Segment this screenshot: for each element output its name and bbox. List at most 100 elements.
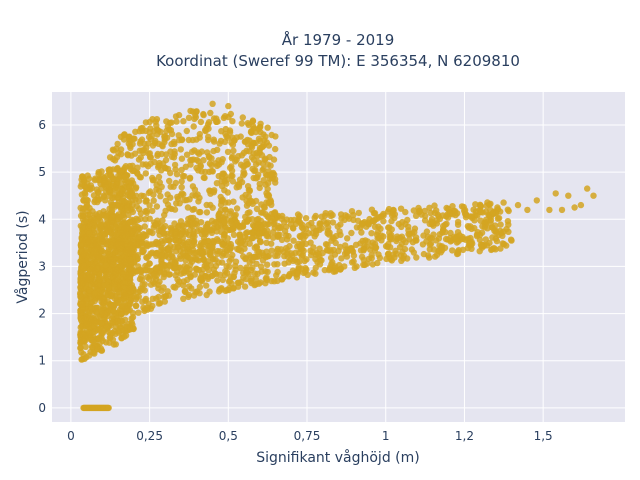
data-point xyxy=(163,151,170,158)
data-point xyxy=(148,133,155,140)
data-point xyxy=(144,274,151,281)
data-point xyxy=(187,107,194,115)
data-point xyxy=(82,217,89,225)
data-point xyxy=(180,223,187,230)
data-point xyxy=(229,118,236,125)
data-point xyxy=(342,246,350,253)
data-point xyxy=(196,208,203,216)
data-point xyxy=(149,241,156,248)
data-point xyxy=(126,274,133,281)
x-tick-label: 0,25 xyxy=(136,429,163,443)
data-point xyxy=(93,319,100,327)
data-point xyxy=(337,231,344,239)
y-tick-label: 1 xyxy=(38,354,46,368)
data-point xyxy=(126,266,133,273)
data-point xyxy=(183,276,191,284)
data-point xyxy=(514,201,522,209)
data-point xyxy=(378,232,385,239)
data-point xyxy=(121,284,128,291)
data-point xyxy=(81,182,88,189)
data-point xyxy=(433,207,440,214)
data-point xyxy=(195,150,203,157)
data-point xyxy=(454,210,461,217)
data-point xyxy=(552,190,559,197)
data-point xyxy=(93,308,100,316)
data-point xyxy=(447,210,454,217)
data-point xyxy=(138,273,145,280)
data-point xyxy=(226,245,234,252)
data-point xyxy=(186,283,193,290)
data-point xyxy=(193,164,200,172)
data-point xyxy=(213,236,221,243)
data-point xyxy=(167,183,174,190)
data-point xyxy=(149,229,156,237)
data-point xyxy=(241,170,248,177)
data-point xyxy=(79,237,86,244)
data-point xyxy=(114,194,122,202)
data-point xyxy=(208,226,216,234)
data-point xyxy=(126,288,134,295)
data-points xyxy=(77,100,597,412)
data-point xyxy=(296,258,303,265)
data-point xyxy=(116,245,124,252)
data-point xyxy=(230,231,238,238)
data-point xyxy=(236,233,244,241)
data-point xyxy=(172,228,179,236)
data-point xyxy=(124,207,132,214)
data-point xyxy=(263,232,270,239)
data-point xyxy=(114,278,121,285)
data-point xyxy=(332,239,339,247)
data-point xyxy=(348,259,356,266)
data-point xyxy=(426,204,433,211)
data-point xyxy=(142,198,149,205)
data-point xyxy=(95,334,103,342)
data-point xyxy=(106,154,114,161)
data-point xyxy=(146,150,153,157)
data-point xyxy=(454,218,462,226)
data-point xyxy=(419,241,427,248)
data-point xyxy=(168,258,175,265)
data-point xyxy=(443,204,450,212)
data-point xyxy=(160,229,168,237)
data-point xyxy=(390,207,397,214)
data-point xyxy=(396,243,404,251)
x-tick-label: 1,5 xyxy=(534,429,553,443)
data-point xyxy=(221,206,229,213)
data-point xyxy=(140,192,147,200)
data-point xyxy=(139,285,146,293)
data-point xyxy=(400,255,407,262)
data-point xyxy=(360,246,368,253)
data-point xyxy=(281,253,288,260)
data-point xyxy=(139,124,146,132)
data-point xyxy=(135,156,143,163)
data-point xyxy=(219,240,227,248)
data-point xyxy=(230,285,237,292)
x-tick-label: 0,5 xyxy=(219,429,238,443)
data-point xyxy=(239,114,246,121)
data-point xyxy=(83,196,90,203)
data-point xyxy=(227,110,234,118)
data-point xyxy=(241,245,248,252)
data-point xyxy=(315,251,322,258)
data-point xyxy=(124,325,131,332)
data-point xyxy=(265,191,272,199)
y-tick-label: 2 xyxy=(38,307,46,321)
data-point xyxy=(160,293,167,300)
data-point xyxy=(127,256,134,263)
data-point xyxy=(203,291,210,299)
data-point xyxy=(371,223,379,230)
data-point xyxy=(310,224,317,231)
data-point xyxy=(274,252,281,259)
data-point xyxy=(203,201,210,209)
data-point xyxy=(402,208,409,216)
data-point xyxy=(368,255,375,262)
data-point xyxy=(91,289,99,297)
data-point xyxy=(77,344,84,351)
data-point xyxy=(410,207,417,214)
data-point xyxy=(135,309,142,316)
data-point xyxy=(272,145,279,153)
data-point xyxy=(280,273,288,281)
data-point xyxy=(352,241,360,248)
data-point xyxy=(190,241,198,248)
data-point xyxy=(350,216,357,224)
